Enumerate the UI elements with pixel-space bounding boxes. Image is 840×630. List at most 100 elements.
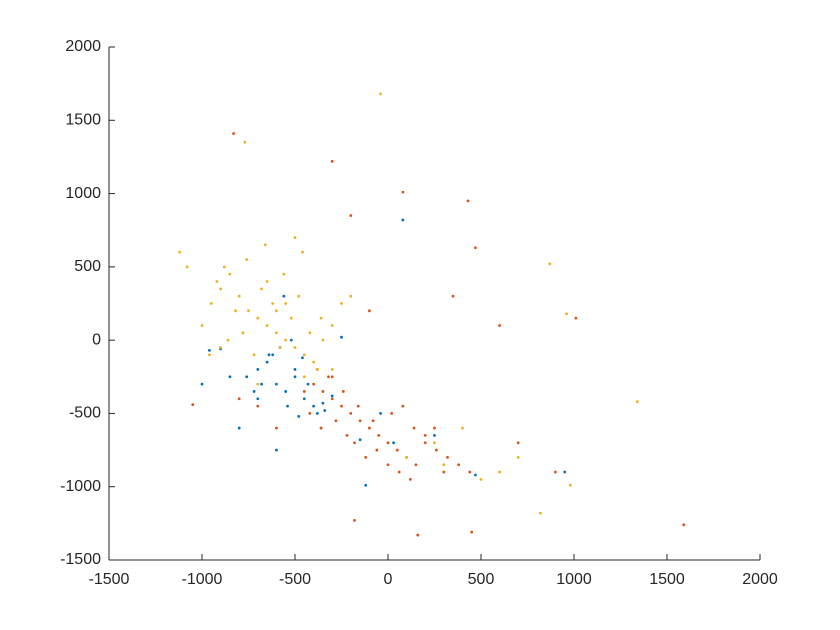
x-tick-label: 1000: [556, 571, 592, 588]
scatter-point: [539, 511, 542, 515]
scatter-point: [209, 302, 213, 305]
scatter-point: [405, 456, 408, 459]
scatter-point: [334, 419, 338, 423]
scatter-point: [682, 523, 686, 527]
scatter-point: [479, 477, 483, 481]
scatter-point: [312, 382, 315, 386]
scatter-point: [275, 382, 278, 386]
scatter-point: [284, 338, 288, 342]
scatter-point: [330, 375, 334, 379]
scatter-point: [302, 375, 306, 379]
scatter-point: [340, 302, 343, 305]
y-tick-label: 0: [92, 331, 101, 348]
scatter-point: [446, 456, 449, 459]
scatter-point: [297, 414, 301, 418]
scatter-point: [293, 368, 297, 371]
scatter-point: [282, 272, 286, 276]
scatter-point: [461, 426, 464, 430]
scatter-point: [330, 397, 334, 401]
scatter-point: [319, 316, 323, 320]
scatter-point: [565, 312, 568, 316]
scatter-point: [321, 390, 325, 393]
scatter-point: [433, 441, 436, 445]
scatter-point: [353, 441, 356, 445]
scatter-point: [474, 246, 477, 250]
scatter-point: [516, 441, 520, 445]
scatter-point: [265, 360, 269, 364]
scatter-point: [356, 404, 360, 408]
scatter-point: [442, 470, 446, 474]
scatter-point: [219, 346, 223, 349]
scatter-point: [243, 140, 247, 144]
scatter-point: [306, 382, 310, 386]
scatter-point: [375, 448, 379, 452]
scatter-point: [327, 375, 330, 379]
scatter-point: [433, 426, 436, 430]
scatter-point: [275, 426, 278, 430]
scatter-point: [635, 400, 639, 404]
scatter-point: [340, 335, 343, 339]
scatter-point: [433, 434, 436, 437]
scatter-point: [319, 426, 323, 430]
x-tick-label: -1500: [89, 571, 130, 588]
scatter-point: [312, 360, 315, 364]
scatter-point: [237, 397, 241, 401]
scatter-point: [275, 309, 278, 313]
x-tick-label: -1000: [182, 571, 223, 588]
scatter-point: [315, 368, 319, 371]
scatter-point: [330, 368, 334, 371]
scatter-point: [234, 309, 237, 313]
scatter-point: [468, 470, 472, 474]
scatter-point: [275, 448, 278, 452]
scatter-point: [498, 324, 501, 327]
scatter-point: [265, 324, 269, 327]
scatter-point: [568, 483, 572, 487]
x-tick-label: 1500: [649, 571, 685, 588]
scatter-point: [349, 294, 353, 298]
scatter-point: [390, 412, 394, 415]
scatter-point: [397, 470, 401, 474]
scatter-point: [412, 426, 416, 430]
scatter-point: [368, 309, 371, 313]
scatter-point: [321, 338, 325, 342]
scatter-point: [401, 218, 405, 222]
x-tick-label: 500: [468, 571, 495, 588]
scatter-point: [349, 214, 353, 217]
scatter-point: [308, 331, 312, 335]
scatter-point: [222, 265, 226, 269]
scatter-point: [358, 419, 362, 423]
scatter-point: [237, 294, 241, 298]
scatter-point: [278, 346, 282, 349]
scatter-point: [358, 438, 362, 442]
y-tick-label: 1500: [65, 112, 101, 129]
scatter-point: [245, 258, 249, 261]
scatter-point: [379, 412, 382, 415]
scatter-point: [457, 463, 461, 467]
scatter-point: [474, 473, 477, 477]
scatter-point: [392, 441, 395, 445]
scatter-point: [252, 390, 256, 393]
scatter-point: [395, 448, 399, 452]
scatter-point: [308, 412, 312, 415]
scatter-point: [247, 309, 250, 313]
scatter-point: [256, 404, 260, 408]
scatter-point: [330, 159, 334, 163]
scatter-point: [232, 132, 236, 135]
scatter-point: [516, 456, 520, 459]
scatter-point: [293, 375, 297, 379]
scatter-point: [423, 434, 427, 437]
scatter-point: [302, 397, 306, 401]
scatter-point: [226, 338, 230, 342]
scatter-point: [349, 412, 353, 415]
scatter-point: [302, 390, 306, 393]
y-tick-label: 500: [74, 258, 101, 275]
scatter-point: [208, 353, 211, 357]
scatter-point: [470, 530, 474, 534]
scatter-point: [368, 426, 371, 430]
scatter-point: [284, 390, 288, 393]
y-tick-label: 2000: [65, 38, 101, 55]
scatter-point: [401, 404, 405, 408]
scatter-point: [408, 477, 412, 481]
scatter-point: [345, 434, 349, 437]
